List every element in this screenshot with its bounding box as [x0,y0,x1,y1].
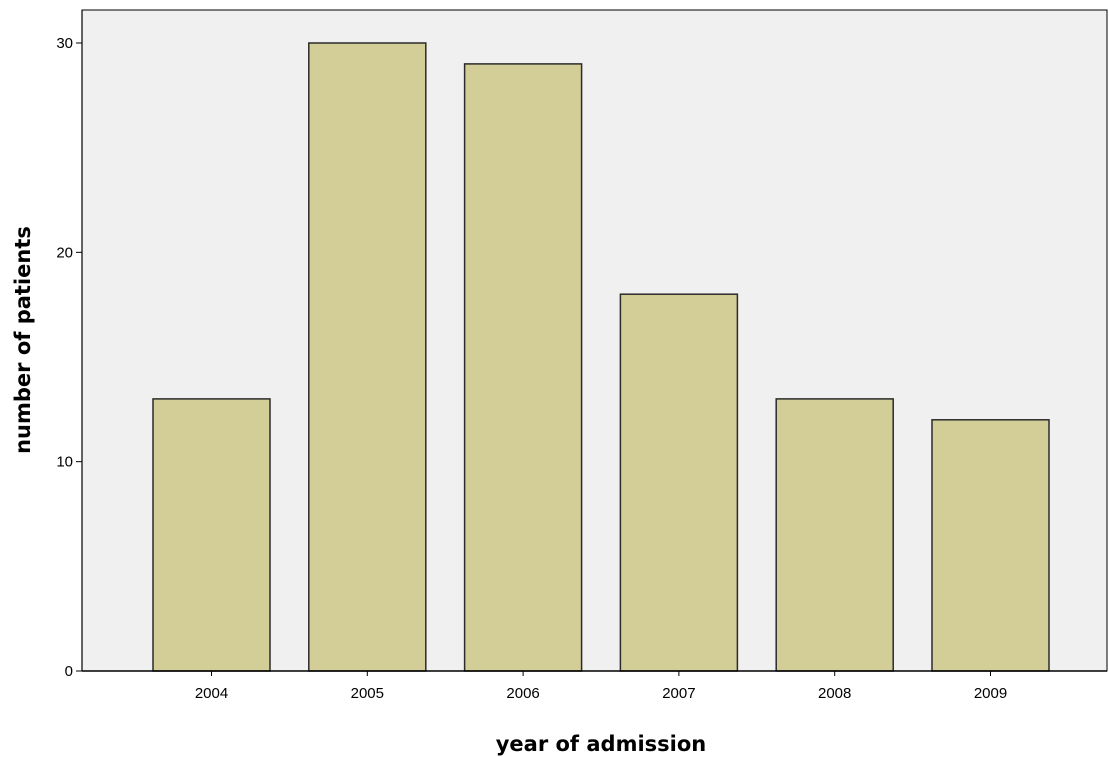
y-tick-label: 10 [56,454,73,471]
bar-2008 [775,398,894,672]
x-tick-label: 2004 [195,685,228,702]
x-axis-title: year of admission [496,732,707,756]
bar-2004 [152,398,271,672]
bar-2005 [308,42,427,672]
bar-2009 [931,419,1050,672]
x-tick-label: 2009 [974,685,1007,702]
x-tick-label: 2007 [662,685,695,702]
bars-group [152,42,1050,672]
y-axis: 0 10 20 30 [56,10,83,680]
bar-2007 [619,293,739,672]
x-axis: 2004 2005 2006 2007 2008 2009 [82,670,1107,702]
bar-2006 [463,63,583,672]
x-tick-label: 2006 [506,685,539,702]
y-axis-title: number of patients [11,226,35,454]
y-tick-label: 20 [56,244,73,261]
x-tick-label: 2005 [351,685,384,702]
x-tick-label: 2008 [818,685,851,702]
y-tick-label: 30 [56,35,73,52]
y-tick-label: 0 [65,663,73,680]
